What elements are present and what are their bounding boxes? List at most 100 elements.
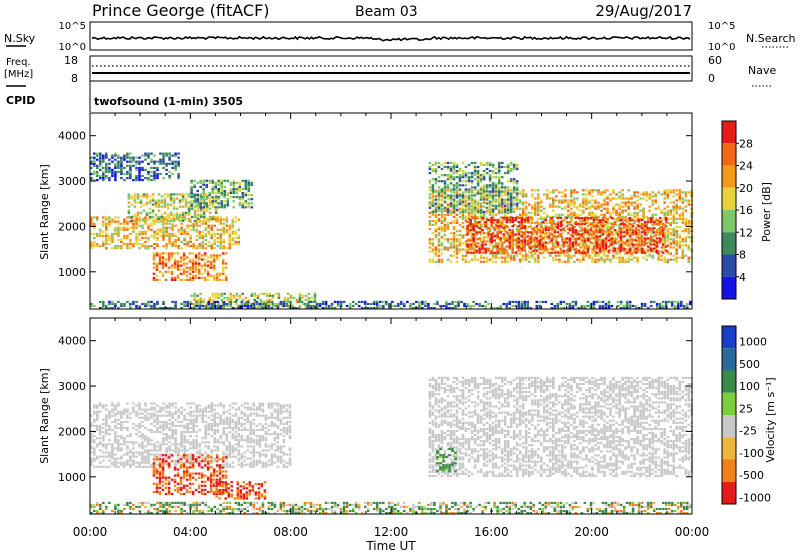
power-cell <box>220 181 223 184</box>
power-cell <box>657 256 660 259</box>
power-cell <box>543 219 546 222</box>
power-cell <box>472 225 475 228</box>
power-cell <box>479 192 483 195</box>
power-cell <box>219 218 222 221</box>
power-cell <box>123 302 126 306</box>
velocity-cell <box>99 424 102 427</box>
power-cell <box>117 226 120 229</box>
power-cell <box>117 154 120 157</box>
power-cell <box>147 179 150 182</box>
power-cell <box>618 252 621 255</box>
power-cell <box>201 243 204 246</box>
power-cell <box>207 232 210 235</box>
power-cell <box>631 225 635 228</box>
power-cell <box>202 213 206 216</box>
power-cell <box>573 254 576 257</box>
power-cell <box>592 300 596 303</box>
power-cell <box>223 292 226 295</box>
power-cell <box>544 233 548 236</box>
power-cell <box>443 234 447 237</box>
power-cell <box>199 215 203 218</box>
power-cell <box>96 166 99 169</box>
power-cell <box>597 238 600 241</box>
power-cell <box>531 244 534 247</box>
power-cell <box>515 202 519 205</box>
power-cell <box>202 207 206 210</box>
power-cell <box>150 174 153 178</box>
power-cell <box>114 177 117 180</box>
power-cell <box>434 204 438 207</box>
power-cell <box>546 228 549 231</box>
power-cell <box>184 197 188 200</box>
power-cell <box>651 201 654 204</box>
power-cell <box>585 250 588 253</box>
power-cell <box>452 209 456 212</box>
power-cell <box>571 225 575 228</box>
power-cell <box>226 296 230 299</box>
power-cell <box>511 239 514 242</box>
power-cell <box>157 209 161 212</box>
power-cell <box>415 300 418 303</box>
power-cell <box>177 245 180 248</box>
power-cell <box>237 307 241 310</box>
power-cell <box>517 307 520 310</box>
power-cell <box>171 160 174 163</box>
power-cell <box>191 276 195 279</box>
power-cell <box>157 205 161 208</box>
power-cell <box>180 307 183 310</box>
power-cell <box>175 217 179 220</box>
power-cell <box>187 193 191 196</box>
power-cell <box>552 248 555 251</box>
power-cell <box>636 195 639 198</box>
power-cell <box>108 177 111 180</box>
power-cell <box>437 198 441 201</box>
power-cell <box>678 189 682 192</box>
power-cell <box>658 304 662 308</box>
power-cell <box>567 238 570 241</box>
power-cell <box>675 203 678 206</box>
power-cell <box>552 238 555 241</box>
power-cell <box>660 250 663 253</box>
power-cell <box>654 199 657 202</box>
power-cell <box>609 244 612 247</box>
power-cell <box>571 243 575 246</box>
power-cell <box>636 256 639 259</box>
power-cell <box>509 169 513 173</box>
power-cell <box>621 209 624 212</box>
power-cell <box>538 245 542 248</box>
power-cell <box>375 302 379 306</box>
power-cell <box>645 191 648 194</box>
power-cell <box>153 174 156 178</box>
power-cell <box>627 248 630 251</box>
power-cell <box>153 172 156 176</box>
power-cell <box>512 190 516 193</box>
power-cell <box>621 240 624 243</box>
power-cell <box>256 307 260 310</box>
power-cell <box>223 206 226 209</box>
power-cell <box>99 164 102 167</box>
power-cell <box>213 243 216 246</box>
velocity-cell <box>93 449 96 452</box>
power-cell <box>181 195 185 198</box>
power-cell <box>603 207 606 210</box>
power-cell <box>168 222 171 225</box>
power-cell <box>235 191 239 195</box>
power-cell <box>567 213 570 216</box>
power-cell <box>582 189 585 192</box>
power-cell <box>625 233 629 236</box>
power-cell <box>229 181 233 184</box>
power-cell <box>469 251 472 254</box>
power-cell <box>663 211 666 214</box>
power-cell <box>555 189 558 192</box>
power-cell <box>497 250 501 253</box>
power-cell <box>461 254 465 257</box>
power-cell <box>506 172 510 175</box>
power-cell <box>141 168 144 171</box>
power-cell <box>491 248 495 251</box>
power-cell <box>440 219 444 222</box>
power-cell <box>485 163 489 166</box>
power-cell <box>339 300 343 303</box>
power-cell <box>666 244 669 247</box>
power-cell <box>434 221 438 225</box>
power-cell <box>508 235 511 238</box>
